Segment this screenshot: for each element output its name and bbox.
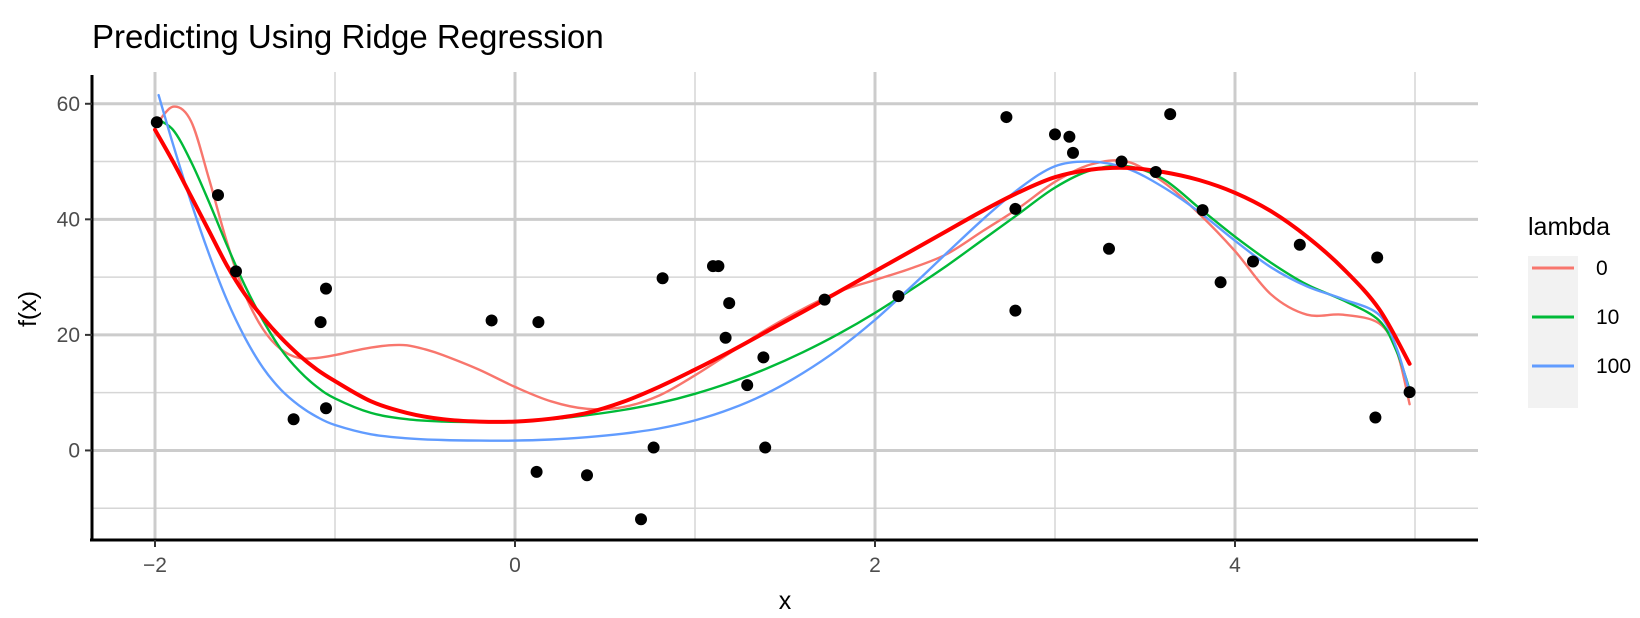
x-ticks: −2 0 2 4: [143, 540, 1241, 577]
data-point: [1403, 386, 1416, 399]
data-point: [1063, 130, 1076, 143]
y-tick-label: 0: [68, 439, 80, 462]
x-tick-label: −2: [143, 554, 167, 577]
data-point: [818, 293, 831, 306]
data-point: [530, 465, 543, 478]
grid-major: [92, 72, 1478, 540]
data-point: [320, 282, 332, 295]
x-axis-label: x: [779, 587, 792, 615]
data-point: [1371, 251, 1384, 264]
y-tick-label: 20: [57, 324, 80, 347]
data-point: [1009, 304, 1022, 317]
data-point: [1149, 165, 1162, 178]
points-layer: [150, 108, 1416, 526]
data-point: [757, 351, 770, 364]
data-point: [1049, 128, 1061, 141]
series-layer: [153, 93, 1412, 442]
series-line-lambda-10: [153, 117, 1411, 424]
x-tick-label: 2: [869, 554, 881, 577]
data-point: [212, 189, 224, 202]
legend-key-background: [1528, 256, 1578, 408]
y-ticks: 0 20 40 60: [57, 93, 92, 462]
data-point: [741, 379, 754, 392]
y-tick-label: 40: [57, 208, 80, 231]
data-point: [150, 116, 163, 129]
data-point: [1293, 238, 1306, 251]
grid-minor: [92, 72, 1478, 540]
data-point: [1067, 146, 1079, 159]
data-point: [320, 402, 332, 415]
data-point: [1103, 242, 1115, 255]
data-point: [723, 297, 736, 310]
data-point: [230, 265, 242, 278]
data-point: [759, 441, 772, 454]
data-point: [1009, 202, 1022, 215]
data-point: [1369, 411, 1382, 424]
data-point: [635, 513, 647, 526]
legend-title: lambda: [1528, 213, 1610, 241]
series-line-lambda-0: [153, 105, 1411, 411]
legend: lambda 0 10 100: [1528, 213, 1631, 408]
series-line-overall-fit: [153, 127, 1412, 424]
data-point: [1247, 255, 1259, 268]
data-point: [647, 441, 660, 454]
data-point: [314, 316, 327, 329]
legend-label-0: 0: [1596, 257, 1608, 280]
data-point: [581, 469, 593, 482]
data-point: [1000, 111, 1013, 124]
data-point: [656, 272, 669, 285]
legend-label-100: 100: [1596, 355, 1631, 378]
chart-title: Predicting Using Ridge Regression: [92, 18, 604, 55]
data-point: [1164, 108, 1177, 121]
legend-label-10: 10: [1596, 306, 1619, 329]
data-point: [532, 316, 545, 329]
data-point: [892, 290, 905, 303]
x-tick-label: 0: [509, 554, 521, 577]
y-tick-label: 60: [57, 93, 80, 116]
data-point: [1214, 276, 1227, 289]
legend-items: 0 10 100: [1532, 257, 1631, 378]
y-axis-label: f(x): [14, 291, 42, 327]
x-tick-label: 4: [1229, 554, 1241, 577]
data-point: [712, 260, 725, 273]
data-point: [1115, 155, 1128, 168]
data-point: [485, 314, 498, 327]
data-point: [287, 413, 300, 426]
data-point: [1196, 204, 1209, 217]
data-point: [719, 331, 732, 344]
